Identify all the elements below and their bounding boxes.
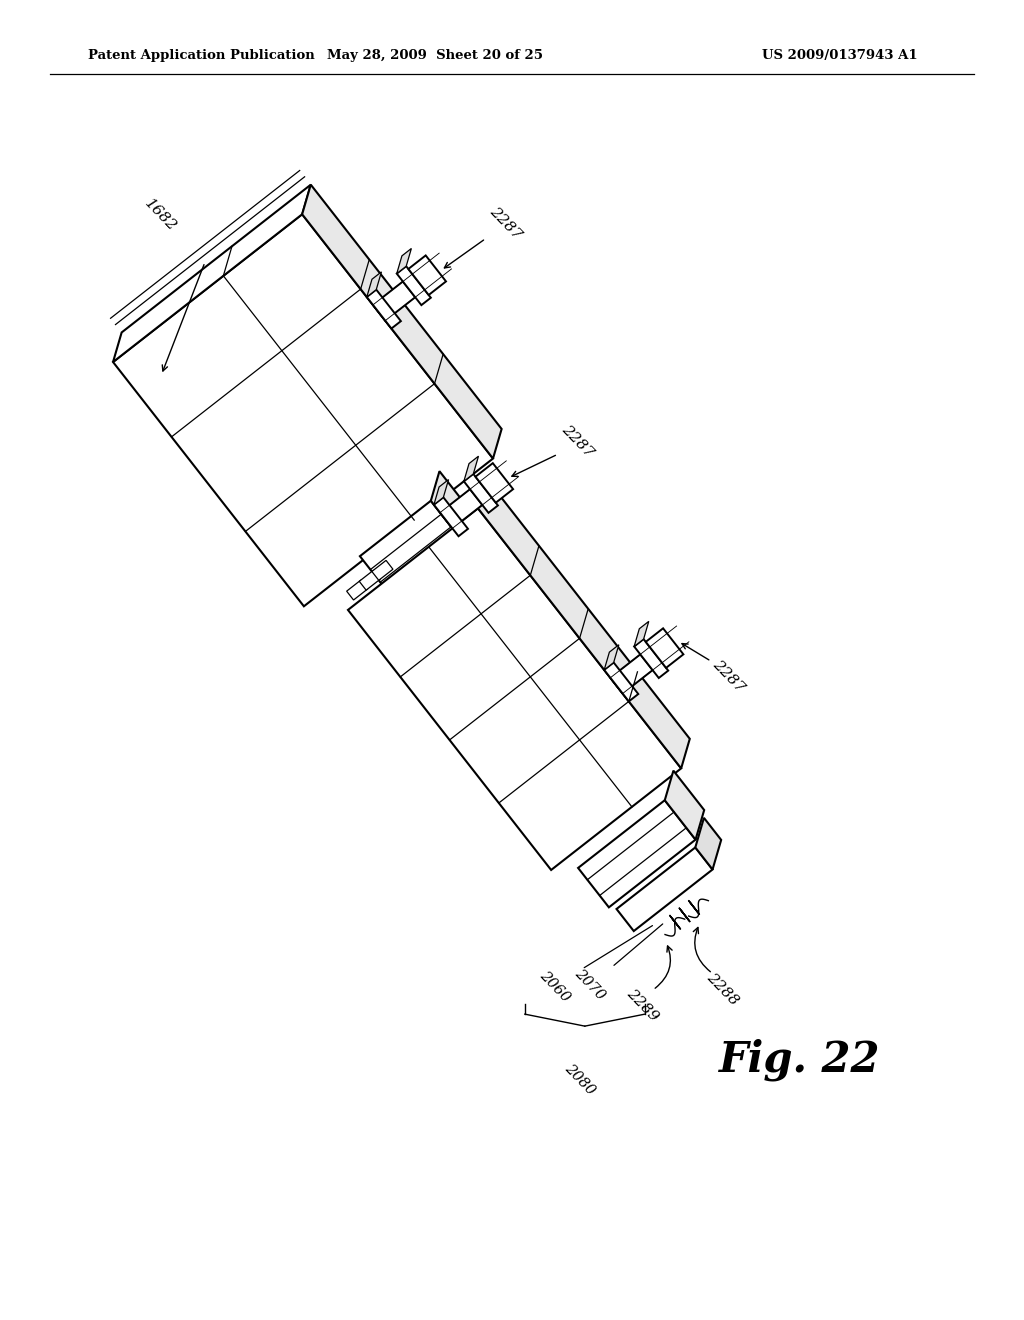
Polygon shape	[695, 818, 721, 870]
Polygon shape	[348, 508, 681, 870]
Polygon shape	[464, 457, 478, 482]
Text: 2288: 2288	[705, 970, 741, 1008]
Text: 1682: 1682	[141, 197, 178, 234]
Text: US 2009/0137943 A1: US 2009/0137943 A1	[762, 49, 918, 62]
Polygon shape	[302, 185, 502, 458]
Text: 2070: 2070	[572, 966, 607, 1002]
Polygon shape	[610, 655, 652, 693]
Polygon shape	[464, 474, 498, 513]
Polygon shape	[604, 644, 618, 669]
Text: 2289: 2289	[625, 986, 662, 1024]
Polygon shape	[475, 463, 513, 503]
Polygon shape	[372, 561, 393, 581]
Polygon shape	[359, 570, 380, 590]
Polygon shape	[440, 490, 482, 528]
Polygon shape	[634, 639, 669, 678]
Polygon shape	[665, 771, 705, 840]
Polygon shape	[604, 663, 638, 701]
Polygon shape	[431, 471, 470, 540]
Text: 2080: 2080	[562, 1061, 598, 1097]
Polygon shape	[367, 289, 400, 329]
Polygon shape	[409, 256, 446, 294]
Polygon shape	[646, 628, 683, 668]
Polygon shape	[367, 272, 381, 297]
Text: 2287: 2287	[710, 657, 746, 696]
Polygon shape	[579, 800, 695, 907]
Text: 2287: 2287	[487, 205, 524, 243]
Polygon shape	[634, 622, 649, 647]
Text: 2060: 2060	[537, 968, 572, 1005]
Polygon shape	[616, 847, 713, 931]
Polygon shape	[373, 281, 415, 321]
Polygon shape	[478, 479, 690, 768]
Text: Patent Application Publication: Patent Application Publication	[88, 49, 314, 62]
Polygon shape	[396, 248, 412, 273]
Polygon shape	[434, 479, 449, 504]
Polygon shape	[434, 498, 468, 536]
Polygon shape	[359, 500, 462, 595]
Polygon shape	[347, 579, 368, 601]
Polygon shape	[113, 214, 493, 606]
Text: 2287: 2287	[559, 422, 597, 461]
Text: Fig. 22: Fig. 22	[719, 1039, 881, 1081]
Polygon shape	[396, 267, 431, 305]
Polygon shape	[113, 185, 310, 362]
Text: May 28, 2009  Sheet 20 of 25: May 28, 2009 Sheet 20 of 25	[327, 49, 543, 62]
